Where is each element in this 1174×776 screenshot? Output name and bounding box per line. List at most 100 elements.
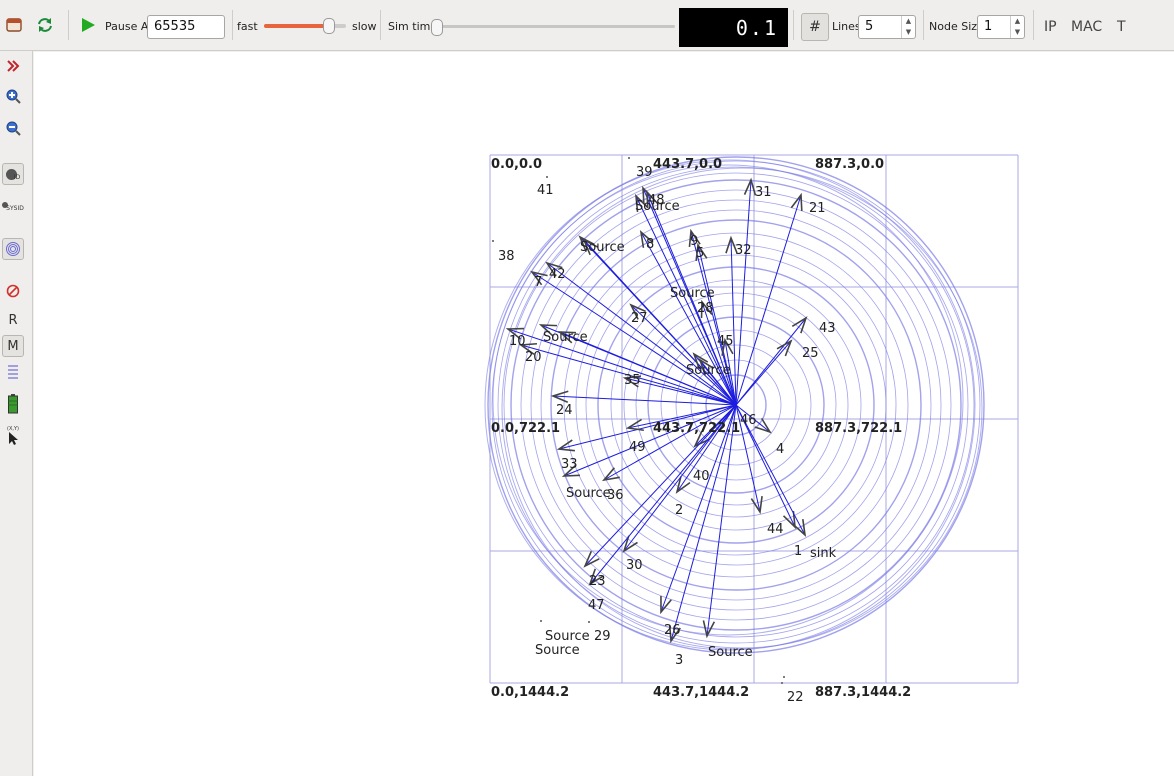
arrow-head — [790, 192, 803, 212]
speed-slider-knob[interactable] — [322, 18, 335, 34]
node-label: 27 — [631, 311, 648, 326]
link-line — [676, 404, 737, 493]
node-label: 40 — [693, 469, 710, 484]
link-line — [603, 404, 737, 481]
link-line — [706, 404, 737, 637]
speed-slider[interactable] — [264, 18, 346, 34]
cursor-icon — [9, 432, 18, 445]
node-dot — [546, 176, 548, 178]
link-line — [697, 244, 737, 406]
node-label: Source — [635, 199, 680, 214]
node-size-spin-arrows[interactable]: ▲ ▼ — [1010, 16, 1024, 38]
link-line — [735, 404, 796, 528]
arrow-head — [622, 375, 641, 388]
arrow-head — [693, 431, 710, 448]
expand-icon[interactable] — [2, 55, 24, 77]
link-line — [690, 230, 737, 406]
arrow-head — [545, 261, 563, 277]
route-button[interactable]: R — [8, 312, 18, 328]
link-line — [670, 404, 737, 642]
range-circle — [563, 232, 909, 578]
node-label: 23 — [589, 574, 606, 589]
link-line — [531, 271, 737, 406]
reload-icon[interactable] — [34, 14, 56, 36]
grid-toggle-button[interactable]: # — [801, 13, 829, 41]
pause-at-label: Pause At — [105, 20, 153, 33]
battery-icon[interactable] — [2, 393, 24, 415]
mac-view-button[interactable]: M — [2, 335, 24, 357]
lines-spinbox[interactable]: 5 ▲ ▼ — [858, 15, 916, 39]
grid-coordinate-label: 443.7,0.0 — [653, 157, 722, 172]
arrow-head — [550, 390, 569, 403]
link-line — [563, 404, 737, 477]
node-size-spinbox[interactable]: 1 ▲ ▼ — [977, 15, 1025, 39]
link-line — [735, 404, 806, 536]
lines-spin-arrows[interactable]: ▲ ▼ — [901, 16, 915, 38]
node-dot — [588, 621, 590, 623]
node-label: 24 — [556, 403, 573, 418]
fast-label: fast — [237, 20, 258, 33]
node-label: 9 — [690, 234, 698, 249]
node-id-button[interactable]: ID — [2, 163, 24, 185]
arrow-head — [629, 303, 646, 320]
link-line — [735, 404, 771, 433]
arrow-head — [646, 189, 659, 209]
arrow-head — [754, 417, 772, 434]
node-label: 22 — [787, 690, 804, 705]
range-circle — [503, 172, 969, 638]
mac-button[interactable]: MAC — [1071, 19, 1103, 35]
t-button[interactable]: T — [1117, 19, 1126, 35]
pause-at-input[interactable]: 65535 — [147, 15, 225, 39]
sysid-icon — [2, 202, 9, 208]
arrow-head — [582, 238, 599, 256]
node-label: 1 — [794, 544, 802, 559]
range-circle — [705, 374, 767, 436]
separator — [68, 10, 69, 40]
zoom-in-icon[interactable] — [2, 85, 24, 107]
sim-time-slider-knob[interactable] — [431, 19, 443, 36]
node-label: 39 — [636, 165, 653, 180]
coordinate-cursor-button[interactable]: (X,Y) — [2, 425, 24, 447]
play-icon[interactable] — [78, 15, 98, 35]
ip-button[interactable]: IP — [1044, 19, 1057, 35]
range-circle — [597, 266, 875, 544]
arrow-head — [622, 535, 638, 553]
link-line — [552, 395, 737, 406]
network-canvas[interactable]: 0.0,0.0 443.7,0.0 887.3,0.0 0.0,722.1 443.7,… — [34, 52, 1174, 776]
grid-icon: # — [809, 19, 821, 35]
node-label: 45 — [717, 334, 734, 349]
arrow-head — [557, 331, 577, 344]
arrow-head — [688, 228, 701, 248]
open-icon[interactable] — [4, 14, 24, 36]
range-circle — [623, 292, 849, 518]
node-size-label: Node Size — [929, 20, 984, 33]
wifi-range-button[interactable] — [2, 238, 24, 260]
arrow-head — [791, 316, 808, 334]
toolbar: Pause At 65535 fast slow Sim time 0.1 # … — [0, 0, 1174, 51]
network-topology-view[interactable]: 0.0,0.0 443.7,0.0 887.3,0.0 0.0,722.1 443.7,… — [34, 52, 1174, 776]
range-circle — [491, 160, 981, 650]
range-circle — [690, 359, 782, 451]
arrow-head — [792, 519, 807, 538]
node-label: Source — [566, 486, 611, 501]
arrow-head — [743, 177, 757, 196]
node-label: 43 — [819, 321, 836, 336]
link-line — [735, 317, 807, 406]
link-line — [646, 191, 737, 406]
no-entry-icon[interactable] — [2, 280, 24, 302]
sim-time-slider[interactable] — [431, 19, 675, 36]
lines-icon[interactable] — [2, 362, 24, 384]
node-label: 46 — [740, 413, 757, 428]
range-circle — [550, 219, 922, 591]
arrow-head — [588, 568, 605, 586]
arrow-head — [668, 624, 681, 644]
grid-coordinate-label: 887.3,0.0 — [815, 157, 884, 172]
link-line — [735, 179, 752, 406]
sysid-button[interactable]: SYSID — [2, 197, 24, 219]
zoom-out-icon[interactable] — [2, 117, 24, 139]
node-label: 42 — [549, 267, 566, 282]
arrow-head — [530, 270, 548, 286]
range-circle — [647, 316, 825, 494]
node-id-label: ID — [13, 173, 21, 181]
arrow-head — [721, 337, 734, 356]
